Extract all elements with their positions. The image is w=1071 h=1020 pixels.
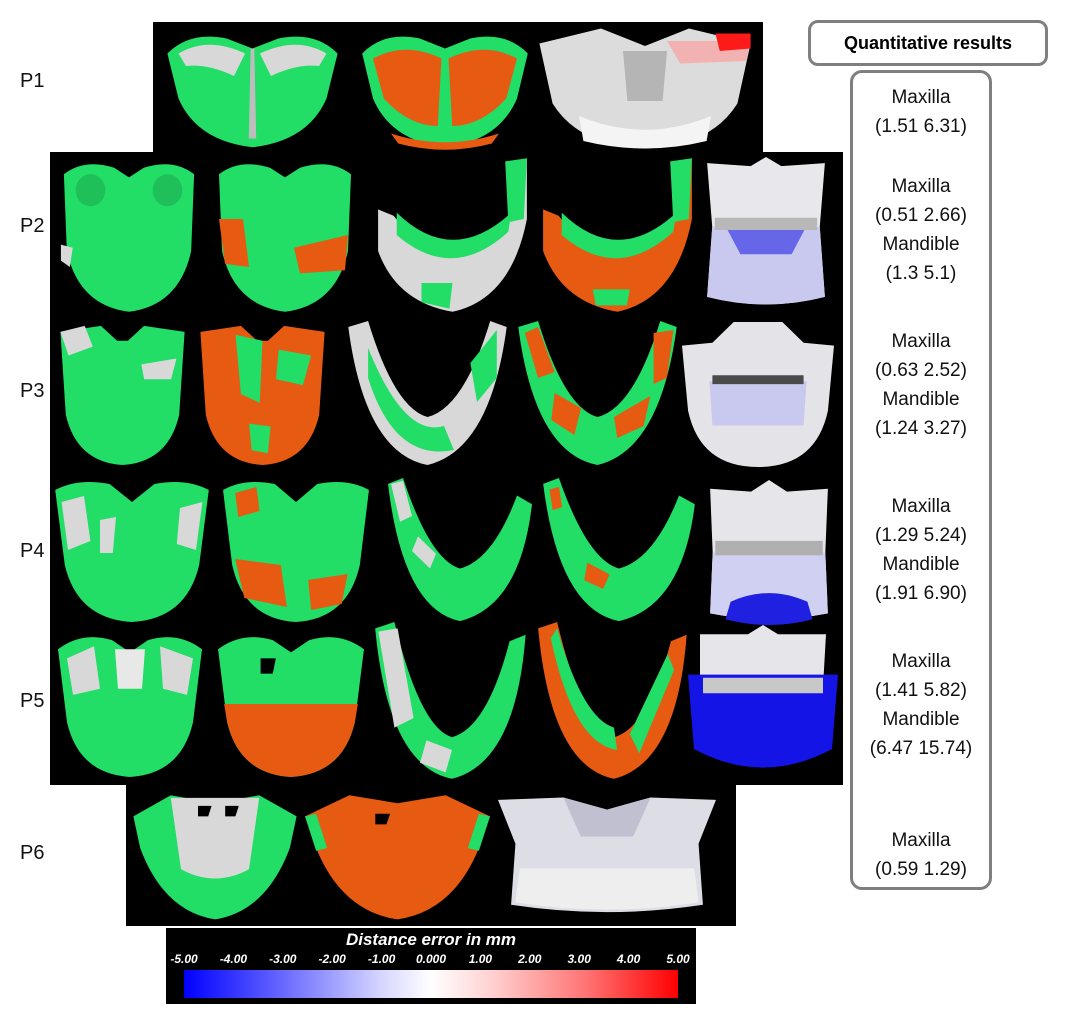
p5-maxilla-overlay-orange [215, 628, 367, 780]
quantitative-results-header: Quantitative results [808, 20, 1048, 66]
p5-mandible-values: (6.47 15.74) [869, 738, 973, 759]
row-label-p4: P4 [20, 540, 45, 562]
legend-tick-label: 5.00 [666, 952, 690, 966]
row-label-p6: P6 [20, 842, 45, 864]
p3-maxilla-overlay-green [55, 320, 190, 468]
p4-mandible-label: Mandible [882, 554, 960, 575]
quantitative-entry-p2: Maxilla (0.51 2.66) Mandible (1.3 5.1) [850, 172, 992, 288]
p3-error-heatmap [682, 322, 834, 470]
row-label-p2: P2 [20, 215, 45, 237]
p3-maxilla-label: Maxilla [891, 331, 951, 352]
p2-maxilla-overlay-orange [210, 155, 360, 315]
p4-maxilla-overlay-green [52, 475, 212, 625]
p2-error-heatmap [702, 157, 830, 309]
p3-maxilla-overlay-orange [195, 320, 330, 468]
quantitative-entry-p3: Maxilla (0.63 2.52) Mandible (1.24 3.27) [850, 327, 992, 443]
legend-tick-label: -1.00 [367, 952, 396, 966]
quantitative-entry-p5: Maxilla (1.41 5.82) Mandible (6.47 15.74… [850, 647, 992, 763]
legend-tick-label: -3.00 [269, 952, 297, 966]
p3-mandible-overlay-green [345, 318, 510, 468]
row-label-p3: P3 [20, 380, 45, 402]
legend-tick-label: 0.000 [415, 952, 447, 966]
legend-color-bar [184, 970, 678, 998]
p2-mandible-label: Mandible [882, 234, 960, 255]
p4-maxilla-label: Maxilla [891, 496, 951, 517]
quantitative-entry-p6: Maxilla (0.59 1.29) [850, 826, 992, 884]
legend-tick-labels: -5.00 -4.00 -3.00 -2.00 -1.00 0.000 1.00 2.00 3.… [166, 952, 696, 970]
p6-maxilla-label: Maxilla [891, 830, 951, 851]
row-label-p1: P1 [20, 70, 45, 92]
distance-error-legend: Distance error in mm -5.00 -4.00 -3.00 -2.0… [166, 928, 696, 1004]
p4-error-heatmap [705, 480, 833, 625]
legend-tick-label: 3.00 [567, 952, 591, 966]
p1-maxilla-overlay-orange [355, 26, 535, 151]
p5-maxilla-label: Maxilla [891, 651, 951, 672]
p4-mandible-overlay-green [385, 478, 535, 624]
p6-maxilla-overlay-orange [305, 790, 490, 922]
p2-maxilla-label: Maxilla [891, 176, 951, 197]
p4-mandible-values: (1.91 6.90) [875, 583, 967, 604]
p2-mandible-overlay-green [375, 155, 530, 315]
quantitative-results-box [850, 70, 992, 890]
p1-maxilla-values: (1.51 6.31) [875, 116, 967, 137]
legend-tick-label: 1.00 [468, 952, 493, 966]
p2-mandible-values: (1.3 5.1) [885, 263, 957, 284]
p2-mandible-overlay-orange [540, 155, 695, 315]
p5-mandible-overlay-orange [535, 622, 693, 782]
p5-maxilla-values: (1.41 5.82) [875, 680, 967, 701]
p6-maxilla-overlay-green [130, 790, 300, 922]
p2-maxilla-overlay-green [55, 155, 203, 315]
p4-maxilla-values: (1.29 5.24) [875, 525, 967, 546]
p6-error-heatmap [498, 795, 716, 917]
p2-maxilla-values: (0.51 2.66) [875, 205, 967, 226]
p4-mandible-overlay-orange [540, 478, 698, 624]
p4-maxilla-overlay-orange [220, 475, 372, 625]
row-label-p5: P5 [20, 690, 45, 712]
p5-maxilla-overlay-green [55, 628, 205, 780]
legend-tick-label: -2.00 [318, 952, 346, 966]
p6-maxilla-values: (0.59 1.29) [875, 859, 967, 880]
p3-mandible-values: (1.24 3.27) [875, 418, 967, 439]
p1-error-heatmap [535, 26, 755, 151]
p5-mandible-overlay-green [372, 622, 532, 782]
p5-error-heatmap [688, 625, 838, 780]
quantitative-entry-p1: Maxilla (1.51 6.31) [850, 83, 992, 141]
p3-maxilla-values: (0.63 2.52) [875, 360, 967, 381]
legend-tick-label: 2.00 [518, 952, 542, 966]
p3-mandible-overlay-orange [515, 318, 680, 468]
legend-tick-label: -4.00 [219, 952, 248, 966]
legend-tick-label: -5.00 [170, 952, 198, 966]
p3-mandible-label: Mandible [882, 389, 960, 410]
p1-maxilla-overlay-green [160, 26, 345, 151]
p1-maxilla-label: Maxilla [891, 87, 951, 108]
p5-mandible-label: Mandible [882, 709, 960, 730]
legend-tick-label: 4.00 [616, 952, 641, 966]
quantitative-entry-p4: Maxilla (1.29 5.24) Mandible (1.91 6.90) [850, 492, 992, 608]
legend-title: Distance error in mm [345, 930, 517, 949]
